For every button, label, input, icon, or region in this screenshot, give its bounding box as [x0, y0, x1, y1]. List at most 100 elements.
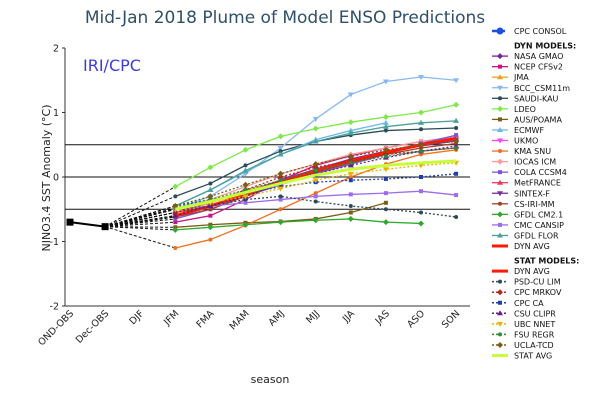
legend-marker	[497, 138, 503, 144]
series-line	[175, 218, 422, 231]
legend-marker	[498, 149, 502, 154]
series-point	[347, 171, 354, 177]
legend-item: UBC NNET	[492, 320, 555, 329]
series-point	[419, 127, 423, 132]
legend-item: CS-IRI-MM	[492, 200, 555, 209]
series-point	[454, 133, 459, 138]
legend-marker	[498, 170, 502, 175]
legend-marker	[498, 201, 502, 206]
legend-item: ECMWF	[492, 126, 544, 135]
legend-label: BCC_CSM11m	[514, 84, 570, 93]
legend-marker	[497, 232, 503, 238]
initial-dash-line	[104, 208, 176, 228]
legend-label: NASA GMAO	[514, 52, 563, 61]
legend-marker	[497, 211, 503, 218]
series-point	[383, 191, 388, 196]
series-point	[418, 141, 424, 148]
series-point	[454, 145, 459, 150]
legend-item: CPC MRKOV	[492, 288, 562, 297]
series-point	[277, 170, 284, 177]
legend-item: LDEO	[492, 105, 536, 114]
legend-label: UCLA-TCD	[514, 341, 554, 350]
series-point	[172, 226, 179, 233]
series-point	[243, 197, 248, 202]
series-point	[312, 217, 319, 224]
legend-marker	[498, 332, 502, 337]
legend-label: SINTEX-F	[514, 189, 550, 198]
series-point	[242, 181, 249, 188]
series-point	[277, 174, 284, 180]
series-point	[173, 220, 178, 225]
legend-marker	[498, 222, 502, 227]
legend-marker	[497, 341, 503, 348]
series-point	[419, 145, 423, 150]
x-axis-label: season	[251, 373, 290, 386]
series-point	[382, 119, 389, 125]
iri-cpc-label: IRI/CPC	[83, 56, 141, 75]
series-point	[419, 152, 423, 157]
series-point	[347, 215, 354, 222]
initial-condition-spread	[104, 186, 176, 249]
legend-item: DYN AVG	[492, 242, 550, 251]
x-tick-label: MAM	[228, 308, 252, 332]
observed-point	[101, 223, 109, 231]
legend-marker	[498, 96, 502, 101]
series-point	[312, 164, 319, 171]
x-tick-label: Dec-OBS	[74, 308, 111, 345]
legend-marker	[498, 117, 502, 122]
series-point	[418, 75, 424, 81]
initial-dash-line	[105, 211, 176, 228]
legend-label: PSD-CU LIM	[514, 278, 561, 287]
series-point	[348, 175, 353, 179]
series-point	[277, 145, 284, 151]
legend-label: ECMWF	[514, 126, 544, 135]
series-point	[454, 214, 459, 219]
legend-label: AUS/POAMA	[514, 115, 562, 124]
legend-item: UKMO	[492, 137, 538, 146]
initial-dash-line	[104, 186, 176, 228]
legend-label: GFDL CM2.1	[514, 210, 563, 219]
series-point	[313, 168, 318, 173]
series-point	[242, 221, 249, 228]
series-point	[278, 194, 283, 199]
series-point	[312, 116, 319, 122]
series-point	[382, 123, 389, 129]
series-point	[242, 146, 249, 153]
series-line	[175, 173, 457, 207]
observed-line	[69, 221, 106, 228]
chart-title: Mid-Jan 2018 Plume of Model ENSO Predict…	[85, 8, 485, 28]
legend-marker	[496, 27, 504, 35]
series-point	[383, 128, 388, 133]
legend-label: IOCAS ICM	[514, 158, 556, 167]
initial-dash-line	[105, 215, 176, 228]
x-tick-label: FMA	[194, 308, 216, 330]
legend-item: BCC_CSM11m	[492, 84, 570, 93]
legend-item: MetFRANCE	[492, 179, 561, 188]
legend-label: SAUDI-KAU	[514, 94, 559, 103]
legend-item: UCLA-TCD	[492, 341, 554, 350]
x-tick-label: MJJ	[304, 308, 322, 326]
legend-item: IOCAS ICM	[492, 158, 556, 167]
legend-marker	[497, 321, 503, 327]
series-point	[208, 237, 213, 242]
y-tick-label: -1	[50, 237, 59, 248]
legend-item: SINTEX-F	[492, 189, 550, 198]
series-point	[419, 149, 423, 154]
legend-item: STAT AVG	[492, 352, 552, 361]
y-tick-label: 2	[53, 44, 59, 55]
legend-label: UBC NNET	[514, 320, 555, 329]
series-line	[175, 140, 457, 207]
series-point	[278, 178, 283, 183]
series-point	[382, 219, 389, 226]
legend-label: DYN AVG	[514, 242, 550, 251]
legend-marker	[497, 310, 503, 316]
series-point	[453, 78, 460, 84]
legend-item: CSU CLIPR	[492, 309, 556, 318]
legend-marker	[498, 300, 502, 305]
legend-item: GFDL FLOR	[492, 231, 559, 240]
legend-item: NCEP CFSv2	[492, 63, 563, 72]
initial-dash-line	[104, 195, 176, 228]
